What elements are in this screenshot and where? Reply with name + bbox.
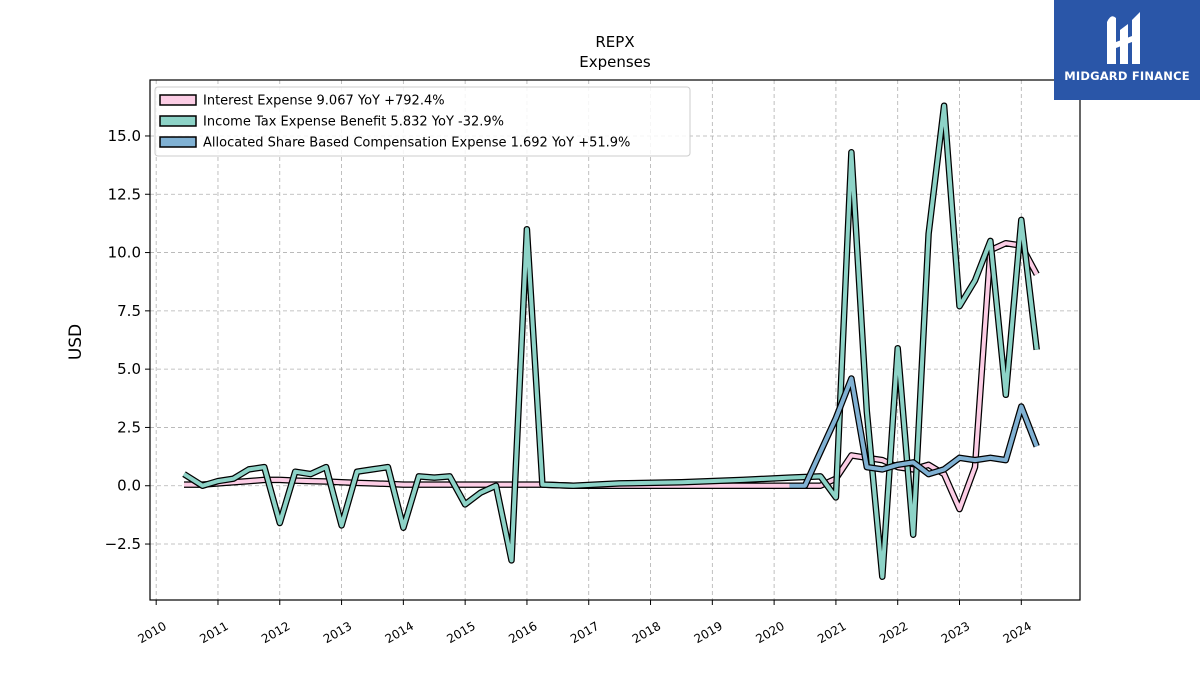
midgard-logo-icon <box>1107 12 1140 64</box>
legend-swatch-income-tax <box>159 115 197 127</box>
y-tick-label: 15.0 <box>108 127 141 145</box>
x-tick-label: 2024 <box>1001 619 1034 646</box>
x-tick-label: 2022 <box>877 619 910 646</box>
y-axis-ticks: −2.5 0.0 2.5 5.0 7.5 10.0 12.5 15.0 <box>105 127 150 553</box>
x-tick-label: 2012 <box>259 619 292 646</box>
x-tick-label: 2010 <box>135 619 168 646</box>
y-tick-label: 7.5 <box>117 302 141 320</box>
x-tick-label: 2023 <box>939 619 972 646</box>
x-tick-label: 2011 <box>197 619 230 646</box>
x-tick-label: 2021 <box>815 619 848 646</box>
legend-label-interest-expense: Interest Expense 9.067 YoY +792.4% <box>203 94 445 109</box>
y-tick-label: 5.0 <box>117 360 141 378</box>
legend-box <box>154 86 691 157</box>
series-line-interest-expense <box>184 241 1039 512</box>
y-tick-label: −2.5 <box>105 535 141 553</box>
x-tick-label: 2016 <box>506 619 539 646</box>
plot-area-frame <box>149 79 1081 601</box>
legend-label-share-based-comp: Allocated Share Based Compensation Expen… <box>203 136 630 151</box>
x-tick-label: 2017 <box>568 619 601 646</box>
brand-logo: MIDGARD FINANCE <box>1054 0 1200 100</box>
chart-subtitle: Expenses <box>579 53 651 71</box>
series-outline-income-tax-expense-benefit <box>182 102 1040 580</box>
x-axis-ticks: 2010 2011 2012 2013 2014 2015 2016 2017 2018 2019… <box>135 600 1034 646</box>
legend-label-income-tax: Income Tax Expense Benefit 5.832 YoY -32… <box>203 115 504 130</box>
y-axis-label: USD <box>66 324 86 360</box>
y-tick-label: 0.0 <box>117 477 141 495</box>
legend-swatch-share-based-comp <box>159 136 197 148</box>
x-tick-label: 2018 <box>630 619 663 646</box>
x-tick-label: 2015 <box>444 619 477 646</box>
x-tick-label: 2020 <box>753 619 786 646</box>
y-tick-label: 10.0 <box>108 244 141 262</box>
series-lines <box>182 102 1040 580</box>
legend: Interest Expense 9.067 YoY +792.4% Incom… <box>154 86 691 157</box>
chart-title: REPX <box>595 33 634 51</box>
y-tick-label: 12.5 <box>108 185 141 203</box>
series-line-allocated-share-based-compensation-expense <box>789 376 1039 488</box>
series-line-income-tax-expense-benefit <box>182 103 1039 579</box>
x-tick-label: 2019 <box>692 619 725 646</box>
brand-name: MIDGARD FINANCE <box>1064 69 1190 83</box>
x-tick-label: 2013 <box>321 619 354 646</box>
x-tick-label: 2014 <box>383 619 416 646</box>
legend-swatch-interest-expense <box>159 94 197 106</box>
y-tick-label: 2.5 <box>117 418 141 436</box>
